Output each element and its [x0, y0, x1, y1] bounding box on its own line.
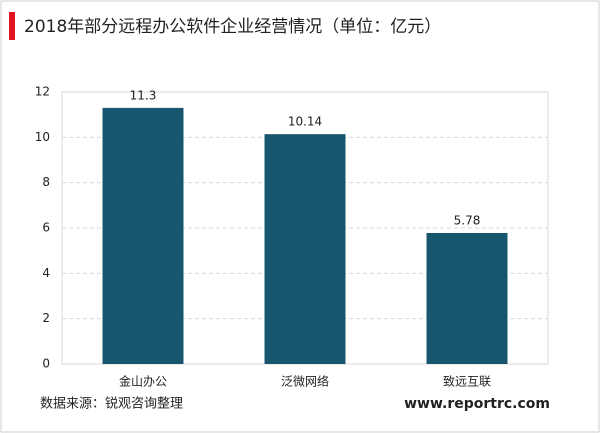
website: www.reportrc.com [404, 396, 550, 412]
data-label: 5.78 [454, 213, 481, 227]
y-tick-label: 0 [42, 357, 50, 371]
title-accent [9, 12, 15, 40]
y-tick-label: 2 [42, 311, 50, 325]
chart-title: 2018年部分远程办公软件企业经营情况（单位：亿元） [24, 17, 441, 37]
y-tick-label: 6 [42, 221, 50, 235]
y-tick-label: 10 [35, 130, 50, 144]
y-tick-label: 12 [35, 85, 50, 99]
data-label: 10.14 [288, 115, 322, 129]
data-label: 11.3 [130, 88, 157, 102]
y-tick-label: 8 [42, 175, 50, 189]
y-tick-label: 4 [42, 266, 50, 280]
x-tick-label: 泛微网络 [281, 374, 329, 389]
bar [102, 107, 184, 364]
x-tick-label: 致远互联 [443, 375, 491, 389]
bar [264, 134, 346, 364]
x-tick-label: 金山办公 [119, 374, 167, 389]
bar [426, 232, 508, 364]
source: 数据来源：锐观咨询整理 [40, 397, 183, 412]
